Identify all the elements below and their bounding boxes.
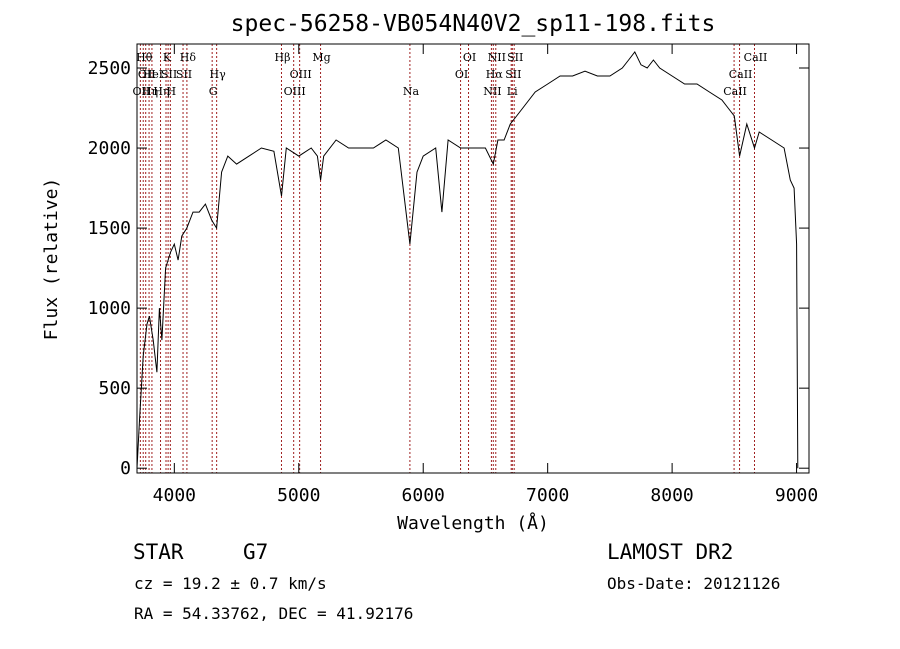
spectral-line-labels: OIIHθOIIHηHeIHηKSIIHHδSIIGHγHβOIIIOIIIMg…: [133, 51, 768, 98]
line-label: HeI: [143, 68, 163, 81]
line-label: SII: [507, 51, 523, 64]
line-label: Li: [507, 85, 518, 98]
line-label: Hη: [153, 85, 169, 98]
x-tick-label: 8000: [650, 485, 693, 506]
y-axis-label: Flux (relative): [41, 178, 62, 341]
redshift-text: cz = 19.2 ± 0.7 km/s: [134, 574, 327, 593]
x-axis-ticks: 4000 5000 6000 7000 8000 9000: [153, 44, 818, 506]
x-tick-label: 5000: [277, 485, 320, 506]
line-label: Hθ: [136, 51, 153, 64]
x-tick-label: 6000: [402, 485, 445, 506]
spectrum-series: [136, 51, 799, 469]
y-tick-label: 2000: [88, 138, 131, 159]
object-subclass: G7: [243, 540, 269, 564]
obs-date: Obs-Date: 20121126: [607, 574, 781, 593]
line-label: H: [167, 85, 177, 98]
line-label: NII: [483, 85, 501, 98]
y-tick-label: 1000: [88, 298, 131, 319]
line-label: K: [163, 51, 172, 64]
spectrum-line: [136, 51, 799, 469]
line-label: Hη: [142, 85, 158, 98]
line-label: Hγ: [210, 68, 227, 81]
line-label: NII: [488, 51, 506, 64]
line-label: Hδ: [180, 51, 197, 64]
line-label: Mg: [312, 51, 330, 64]
line-label: Na: [403, 85, 420, 98]
line-label: SII: [161, 68, 177, 81]
line-label: SII: [505, 68, 521, 81]
line-label: G: [209, 85, 218, 98]
x-axis-label: Wavelength (Å): [397, 512, 549, 534]
line-label: OII: [138, 68, 156, 81]
coordinates: RA = 54.33762, DEC = 41.92176: [134, 604, 414, 623]
y-tick-label: 1500: [88, 218, 131, 239]
line-label: Hβ: [275, 51, 291, 64]
line-label: SII: [176, 68, 192, 81]
plot-frame: [136, 43, 810, 474]
x-tick-label: 7000: [526, 485, 569, 506]
survey-name: LAMOST DR2: [607, 540, 734, 564]
chart-title: spec-56258-VB054N40V2_sp11-198.fits: [231, 11, 716, 37]
line-label: OIII: [290, 68, 312, 81]
y-tick-label: 0: [120, 458, 131, 479]
line-label: OI: [463, 51, 476, 64]
line-label: Hα: [486, 68, 504, 81]
line-label: CaII: [723, 85, 747, 98]
line-label: CaII: [744, 51, 768, 64]
line-label: OIII: [284, 85, 306, 98]
line-label: CaII: [729, 68, 753, 81]
y-tick-label: 500: [98, 378, 131, 399]
x-tick-label: 4000: [153, 485, 196, 506]
y-tick-label: 2500: [88, 58, 131, 79]
line-label: OI: [455, 68, 468, 81]
object-class: STAR: [133, 540, 184, 564]
x-tick-label: 9000: [775, 485, 818, 506]
spectral-line-markers: [139, 44, 755, 473]
y-axis-ticks: 0 500 1000 1500 2000 2500: [88, 58, 809, 479]
